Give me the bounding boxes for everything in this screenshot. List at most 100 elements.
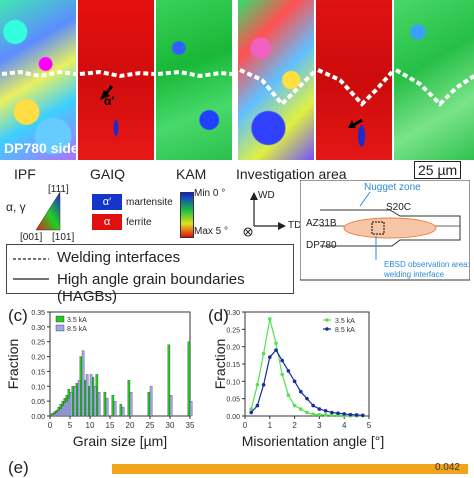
chart-c-bar	[167, 344, 171, 417]
welding-interfaces-label: Welding interfaces	[57, 249, 181, 266]
ebsd-label-line2: welding interface	[384, 270, 445, 279]
chart-d-point	[299, 389, 303, 394]
panel-d-label: (d)	[208, 306, 229, 325]
micrograph-row: α′ DP780 side	[0, 0, 474, 160]
chart-d-point	[305, 396, 309, 401]
chart-c-xtick-label: 0	[48, 421, 53, 430]
kam-colorbar	[180, 192, 194, 238]
ipf-alpha-gamma: α, γ	[6, 200, 26, 214]
axis-td-label: TD	[288, 220, 302, 231]
chart-d-point	[286, 393, 291, 397]
chart-c-ylabel: Fraction	[5, 339, 21, 390]
kam-map-left	[156, 0, 232, 160]
chart-c-xtick-label: 5	[68, 421, 73, 430]
chart-c-bar	[97, 392, 101, 417]
chart-d-point	[280, 358, 284, 363]
legend-header-gaiq: GAIQ	[90, 166, 126, 182]
gaiq-map-right	[316, 0, 392, 160]
chart-c-xtick-label: 30	[166, 421, 175, 430]
chart-c-bar	[129, 392, 133, 417]
chart-c-ytick-label: 0.30	[31, 325, 45, 332]
chart-d-point	[274, 341, 278, 345]
chart-c-bar	[69, 392, 73, 417]
grain-size-chart: 0.00 0.05 0.10 0.15 0.20 0.25 0.30 0.35 0 5 10 15 20…	[5, 310, 195, 449]
ebsd-label-line1: EBSD observation area:	[384, 260, 470, 269]
chart-c-bar	[93, 386, 97, 417]
chart-c-ytick-label: 0.25	[31, 340, 45, 347]
gaiq-ferrite-label: ferrite	[126, 217, 152, 228]
chart-d-legend-label: 3.5 kA	[335, 318, 355, 325]
legend-area: IPF GAIQ KAM Investigation area 25 µm [1…	[0, 160, 474, 305]
chart-c-bar	[147, 392, 151, 417]
gaiq-ferrite-symbol: α	[103, 216, 111, 228]
chart-c-bar	[127, 380, 131, 417]
chart-c-bar	[149, 386, 153, 417]
chart-d-xtick-label: 2	[292, 421, 297, 430]
gaiq-ferrite-swatch: α	[92, 214, 122, 230]
legend-header-investigation: Investigation area	[236, 166, 347, 182]
chart-c-xtick-label: 35	[186, 421, 195, 430]
chart-c-ytick-label: 0.20	[31, 355, 45, 362]
dp780-label: DP780	[306, 240, 337, 251]
chart-d-xtick-label: 1	[268, 421, 273, 430]
chart-c-bar	[121, 406, 125, 417]
ipf-101-label: [101]	[52, 232, 75, 243]
welding-interface-overlay	[1, 68, 474, 128]
chart-d-point	[268, 317, 272, 321]
chart-d-point	[361, 413, 365, 418]
chart-d-xtick-label: 3	[317, 421, 322, 430]
chart-d-point	[280, 372, 284, 377]
legend-header-ipf: IPF	[14, 166, 36, 182]
misorientation-chart: 0.00 0.05 0.10 0.15 0.20 0.25 0.30 0 1 2 3 4 5 3.5 kA…	[215, 310, 384, 449]
chart-c-ytick-label: 0.05	[31, 399, 45, 406]
chart-d-point	[317, 407, 322, 411]
ipf-001-label: [001]	[20, 232, 43, 243]
chart-d-point	[268, 355, 272, 359]
chart-d-point	[342, 412, 346, 416]
chart-d-legend-marker	[325, 318, 329, 322]
gaiq-martensite-label: martensite	[126, 197, 173, 208]
scale-bar-label: 25 µm	[414, 161, 462, 179]
chart-c-bar	[81, 350, 85, 417]
chart-d-point	[311, 412, 315, 417]
chart-d-point	[255, 403, 260, 408]
hagb-label: High angle grain boundaries (HAGBs)	[57, 271, 245, 305]
chart-d-ytick-label: 0.05	[226, 397, 240, 404]
chart-d-point	[249, 410, 253, 415]
axis-wd-label: WD	[258, 190, 275, 201]
chart-c-xtick-label: 15	[106, 421, 115, 430]
dp780-side-label: DP780 side	[4, 140, 79, 156]
chart-d-point	[255, 383, 260, 387]
panel-e-label: (e)	[8, 458, 29, 477]
gaiq-martensite-symbol: α′	[102, 196, 112, 208]
chart-c-ytick-label: 0.00	[31, 414, 45, 421]
chart-d-point	[299, 407, 303, 411]
line-legend: Welding interfaces High angle grain boun…	[6, 244, 294, 305]
chart-d-point	[323, 409, 328, 413]
chart-c-xtick-label: 20	[126, 421, 135, 430]
chart-d-point	[305, 410, 309, 415]
chart-c-xtick-label: 10	[86, 421, 95, 430]
chart-c-bar	[169, 395, 173, 417]
gaiq-map-left	[78, 0, 154, 160]
chart-d-point	[249, 407, 253, 411]
chart-d-xtick-label: 5	[367, 421, 372, 430]
s20c-label: S20C	[386, 202, 412, 213]
chart-c-bar	[85, 374, 89, 417]
legend-header-kam: KAM	[176, 166, 207, 182]
chart-d-point	[311, 403, 315, 408]
ipf-map-left	[0, 0, 76, 160]
chart-c-ytick-label: 0.15	[31, 369, 45, 376]
chart-c-bar	[111, 395, 115, 417]
chart-d-xtick-label: 4	[342, 421, 347, 430]
kam-min-label: Min 0 °	[194, 188, 226, 199]
chart-d-point	[274, 348, 278, 352]
chart-d-point	[330, 413, 334, 418]
chart-d-ytick-label: 0.20	[226, 345, 240, 352]
chart-c-ytick-label: 0.35	[31, 310, 45, 317]
chart-d-point	[317, 412, 322, 417]
chart-c-xlabel: Grain size [µm]	[73, 433, 167, 449]
chart-c-bar	[89, 374, 93, 417]
chart-c-bar	[73, 386, 77, 417]
investigation-area-sketch	[300, 180, 470, 281]
